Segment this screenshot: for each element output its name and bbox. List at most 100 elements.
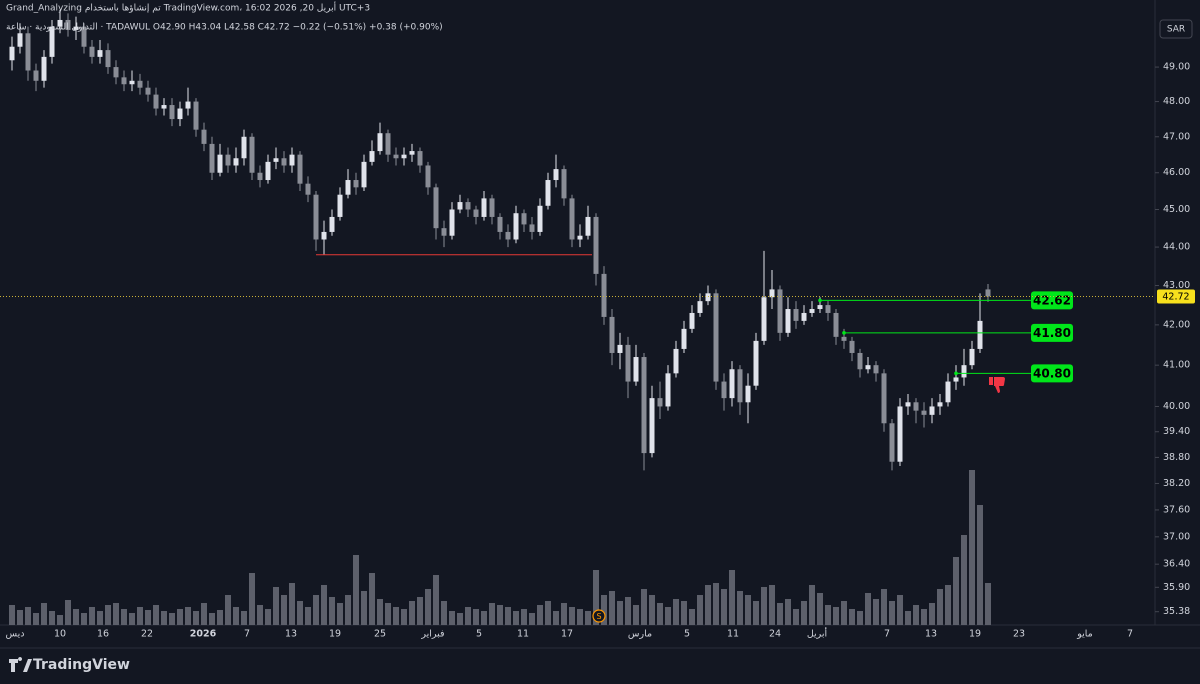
x-tick-label: 11 bbox=[517, 629, 529, 640]
candle-body bbox=[249, 136, 255, 173]
candle-body bbox=[833, 312, 839, 337]
x-tick-label: 11 bbox=[727, 629, 739, 640]
y-tick-label: 38.80 bbox=[1163, 452, 1190, 463]
volume-bar bbox=[137, 607, 143, 625]
level-anchor bbox=[818, 298, 822, 303]
candle-body bbox=[17, 33, 23, 47]
volume-bar bbox=[161, 611, 167, 625]
candle-body bbox=[721, 381, 727, 399]
volume-bar bbox=[857, 611, 863, 625]
candle-body bbox=[633, 357, 639, 382]
volume-bar bbox=[585, 611, 591, 625]
candle-body bbox=[9, 46, 15, 61]
volume-bar bbox=[609, 591, 615, 625]
candle-body bbox=[649, 398, 655, 454]
volume-bar bbox=[753, 601, 759, 625]
volume-bar bbox=[497, 605, 503, 625]
volume-bar bbox=[689, 609, 695, 625]
volume-bar bbox=[817, 593, 823, 625]
volume-bar bbox=[577, 609, 583, 625]
candle-body bbox=[697, 301, 703, 313]
candle-body bbox=[185, 101, 191, 109]
volume-bar bbox=[441, 601, 447, 625]
level-label-box bbox=[1031, 291, 1073, 310]
candle-body bbox=[521, 213, 527, 225]
candle-body bbox=[161, 105, 167, 109]
candle-body bbox=[865, 365, 871, 370]
x-tick-label: 25 bbox=[374, 629, 386, 640]
candle-body bbox=[417, 151, 423, 166]
candle-body bbox=[769, 289, 775, 298]
candle-body bbox=[681, 328, 687, 349]
volume-bar bbox=[481, 611, 487, 625]
candle-body bbox=[801, 312, 807, 321]
candle-body bbox=[113, 67, 119, 78]
candle-body bbox=[937, 402, 943, 407]
volume-bar bbox=[57, 615, 63, 625]
candle-body bbox=[985, 289, 991, 297]
price-layer bbox=[9, 10, 991, 471]
volume-bar bbox=[25, 607, 31, 625]
volume-bar bbox=[529, 613, 535, 625]
volume-bar bbox=[825, 605, 831, 625]
volume-bar bbox=[889, 601, 895, 625]
currency-button[interactable] bbox=[1159, 19, 1193, 39]
volume-bar bbox=[73, 609, 79, 625]
currency-label[interactable]: SAR bbox=[1167, 25, 1185, 35]
volume-bar bbox=[201, 603, 207, 625]
x-tick-label: 5 bbox=[684, 629, 690, 640]
volume-bar bbox=[985, 583, 991, 625]
volume-bar bbox=[897, 595, 903, 625]
volume-bar bbox=[961, 535, 967, 625]
volume-bar bbox=[921, 609, 927, 625]
y-tick-label: 40.00 bbox=[1163, 401, 1190, 412]
volume-bar bbox=[849, 609, 855, 625]
volume-bar bbox=[209, 613, 215, 625]
candle-body bbox=[969, 348, 975, 366]
x-tick-label: 7 bbox=[1127, 629, 1133, 640]
candle-body bbox=[625, 344, 631, 382]
candle-body bbox=[441, 228, 447, 236]
volume-bar bbox=[793, 609, 799, 625]
x-tick-label: 13 bbox=[285, 629, 297, 640]
volume-bar bbox=[873, 599, 879, 625]
volume-bar bbox=[657, 603, 663, 625]
volume-bar bbox=[33, 613, 39, 625]
candle-body bbox=[513, 213, 519, 240]
candle-body bbox=[809, 309, 815, 313]
volume-bar bbox=[665, 607, 671, 625]
y-tick-label: 44.00 bbox=[1163, 242, 1190, 253]
candle-body bbox=[137, 80, 143, 88]
candle-body bbox=[377, 133, 383, 152]
volume-bar bbox=[929, 603, 935, 625]
candle-body bbox=[785, 309, 791, 333]
volume-bar bbox=[905, 611, 911, 625]
candle-body bbox=[241, 136, 247, 159]
candle-body bbox=[569, 198, 575, 240]
volume-bar bbox=[361, 591, 367, 625]
candle-body bbox=[313, 194, 319, 240]
y-tick-label: 35.38 bbox=[1163, 606, 1190, 617]
candle-body bbox=[953, 377, 959, 382]
candle-body bbox=[473, 209, 479, 217]
level-label-box bbox=[1031, 323, 1073, 342]
level-label: 40.80 bbox=[1033, 366, 1071, 380]
candle-body bbox=[577, 235, 583, 240]
level-label: 42.62 bbox=[1033, 293, 1071, 307]
thumbs-down-icon bbox=[989, 377, 1005, 393]
volume-bar bbox=[297, 601, 303, 625]
y-tick-label: 48.00 bbox=[1163, 96, 1190, 107]
volume-bar bbox=[681, 601, 687, 625]
volume-bar bbox=[601, 595, 607, 625]
candle-body bbox=[89, 46, 95, 57]
volume-bar bbox=[761, 587, 767, 625]
tradingview-logo: TradingView bbox=[9, 657, 130, 673]
y-tick-label: 37.60 bbox=[1163, 504, 1190, 515]
candle-body bbox=[657, 398, 663, 407]
volume-bar bbox=[737, 591, 743, 625]
volume-bar bbox=[377, 599, 383, 625]
volume-bar bbox=[865, 593, 871, 625]
volume-bar bbox=[169, 613, 175, 625]
candle-body bbox=[609, 316, 615, 353]
